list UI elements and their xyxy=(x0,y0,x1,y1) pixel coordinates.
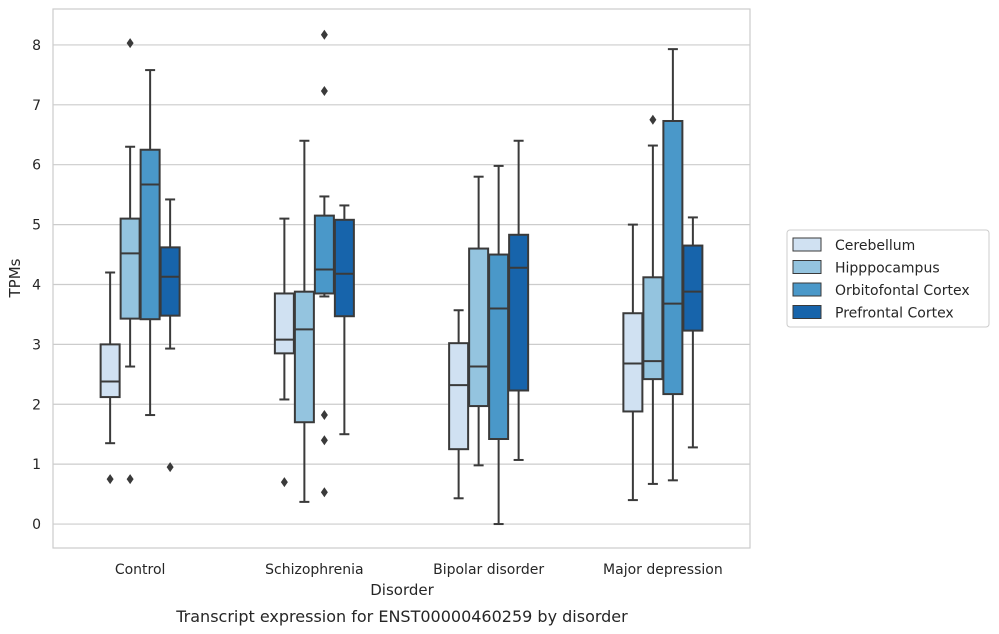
box-iqr xyxy=(273,292,295,355)
box-iqr xyxy=(642,276,664,381)
y-tick-label: 8 xyxy=(32,38,41,54)
legend-swatch xyxy=(792,237,822,252)
outlier-point xyxy=(320,435,328,446)
legend: Cerebellum Hipppocampus Orbitofontal Corte… xyxy=(786,229,990,328)
x-tick-labels: Control Schizophrenia Bipolar disorder Majo… xyxy=(115,562,723,578)
box-iqr xyxy=(159,246,181,317)
box-iqr xyxy=(622,312,644,413)
box-iqr xyxy=(448,342,470,451)
outlier-point xyxy=(320,487,328,498)
y-tick-label: 7 xyxy=(32,98,41,114)
box-iqr xyxy=(293,290,315,424)
outlier-point xyxy=(320,29,328,40)
x-tick-label: Schizophrenia xyxy=(265,562,363,578)
y-tick-label: 3 xyxy=(32,337,41,353)
box-iqr xyxy=(333,218,355,318)
outlier-point xyxy=(126,38,134,49)
outlier-point xyxy=(280,477,288,488)
y-tick-label: 1 xyxy=(32,457,41,473)
box-iqr xyxy=(662,119,684,396)
box-orbitofontal-cortex xyxy=(662,48,684,482)
box-iqr xyxy=(468,247,490,408)
y-tick-label: 5 xyxy=(32,218,41,234)
legend-label: Cerebellum xyxy=(835,238,915,254)
box-orbitofontal-cortex xyxy=(488,164,510,526)
y-tick-label: 2 xyxy=(32,397,41,413)
y-axis-label: TPMs xyxy=(6,258,24,298)
box-orbitofontal-cortex xyxy=(139,69,161,417)
box-prefrontal-cortex xyxy=(159,198,181,473)
box-iqr xyxy=(488,253,510,441)
x-axis-label: Disorder xyxy=(370,581,434,599)
box-hipppocampus xyxy=(293,139,315,503)
legend-swatch xyxy=(792,282,822,297)
y-tick-label: 4 xyxy=(32,277,41,293)
legend-label: Orbitofontal Cortex xyxy=(835,283,970,299)
x-tick-label: Major depression xyxy=(603,562,723,578)
outlier-point xyxy=(126,474,134,485)
x-tick-label: Bipolar disorder xyxy=(433,562,544,578)
box-iqr xyxy=(119,217,141,320)
box-series xyxy=(99,29,704,526)
box-cerebellum xyxy=(622,223,644,502)
box-iqr xyxy=(99,343,121,399)
box-iqr xyxy=(508,233,530,392)
figure-caption: Transcript expression for ENST0000046025… xyxy=(175,607,628,626)
box-orbitofontal-cortex xyxy=(313,29,335,498)
outlier-point xyxy=(320,410,328,421)
box-prefrontal-cortex xyxy=(508,139,530,461)
x-tick-label: Control xyxy=(115,562,166,578)
box-iqr xyxy=(313,214,335,295)
y-tick-label: 6 xyxy=(32,158,41,174)
y-tick-label: 0 xyxy=(32,517,41,533)
legend-frame xyxy=(786,229,990,328)
box-prefrontal-cortex xyxy=(333,204,355,436)
box-cerebellum xyxy=(273,217,295,488)
outlier-point xyxy=(166,462,174,473)
box-hipppocampus xyxy=(468,175,490,467)
legend-swatch xyxy=(792,305,822,319)
box-cerebellum xyxy=(99,271,121,485)
box-hipppocampus xyxy=(642,114,664,485)
box-iqr xyxy=(682,244,704,332)
box-cerebellum xyxy=(448,309,470,500)
outlier-point xyxy=(106,474,114,485)
plot-frame xyxy=(52,8,751,549)
legend-label: Hipppocampus xyxy=(835,261,940,277)
box-iqr xyxy=(139,148,161,321)
y-tick-labels: 0 1 2 3 4 5 6 7 8 xyxy=(32,38,41,533)
legend-label: Prefrontal Cortex xyxy=(835,306,954,322)
box-prefrontal-cortex xyxy=(682,216,704,449)
outlier-point xyxy=(320,86,328,97)
outlier-point xyxy=(649,114,657,125)
legend-swatch xyxy=(792,260,822,274)
